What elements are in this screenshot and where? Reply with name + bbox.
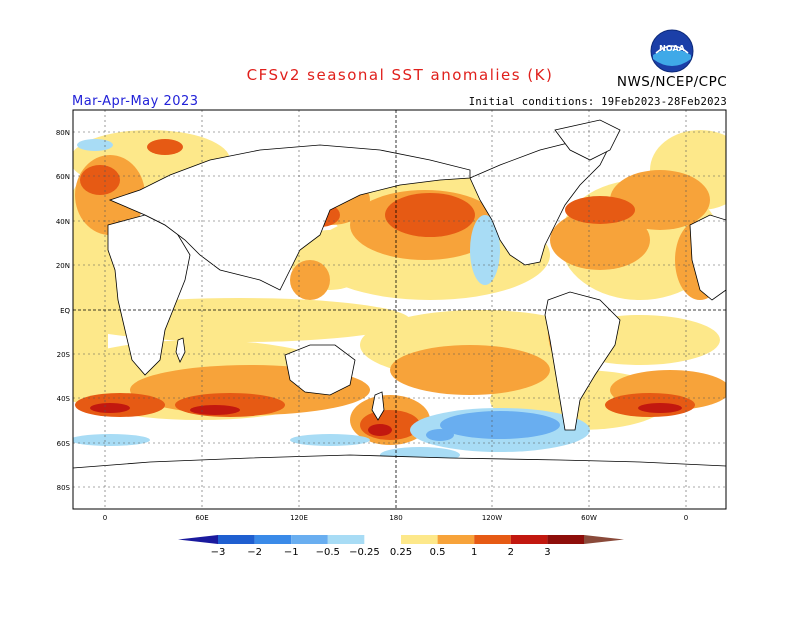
- colorbar-label: −1: [284, 547, 299, 558]
- latitude-labels: 80N 60N 40N 20N EQ 20S 40S 60S 80S: [56, 129, 71, 492]
- colorbar-label: −2: [247, 547, 262, 558]
- colorbar-swatch: [474, 535, 511, 544]
- colorbar-label: −3: [211, 547, 226, 558]
- lat-label: 80S: [57, 484, 71, 492]
- colorbar-label: 2: [508, 547, 514, 558]
- eurasia: [108, 144, 471, 291]
- colorbar-label: 3: [544, 547, 550, 558]
- lon-label: 0: [103, 514, 107, 522]
- madagascar: [175, 337, 186, 363]
- map-frame: [72, 109, 727, 510]
- colorbar-swatch: [547, 535, 584, 544]
- lon-label: 0: [684, 514, 688, 522]
- season-label: Mar-Apr-May 2023: [72, 94, 199, 109]
- colorbar-swatch: [327, 535, 365, 544]
- lon-label: 120W: [482, 514, 502, 522]
- colorbar-arrow-low: [178, 535, 218, 544]
- colorbar-swatch: [254, 535, 292, 544]
- colorbar-swatch: [364, 535, 401, 544]
- lat-label: 40N: [56, 218, 70, 226]
- lat-label: 40S: [57, 395, 71, 403]
- svg-text:NOAA: NOAA: [659, 44, 685, 53]
- colorbar-label: 1: [471, 547, 477, 558]
- colorbar-label: 0.5: [430, 547, 446, 558]
- lat-label: EQ: [60, 307, 70, 315]
- lat-label: 20N: [56, 262, 70, 270]
- lat-label: 60S: [57, 440, 71, 448]
- continents: [73, 119, 726, 509]
- chart-title: CFSv2 seasonal SST anomalies (K): [246, 66, 554, 84]
- colorbar-swatch: [437, 535, 475, 544]
- colorbar-swatch: [401, 535, 438, 544]
- antarctica: [73, 454, 726, 509]
- lat-label: 20S: [57, 351, 71, 359]
- initial-conditions-label: Initial conditions: 19Feb2023-28Feb2023: [468, 96, 727, 108]
- australia: [284, 344, 356, 396]
- lon-label: 60W: [581, 514, 597, 522]
- lon-label: 60E: [195, 514, 208, 522]
- colorbar-label: −0.25: [349, 547, 380, 558]
- africa-west: [107, 214, 191, 376]
- colorbar: −3 −2 −1 −0.5 −0.25 0.25 0.5 1 2 3: [178, 535, 624, 558]
- colorbar-arrow-high: [584, 535, 624, 544]
- org-label: NWS/NCEP/CPC: [616, 74, 728, 90]
- noaa-logo-icon: NOAA: [650, 29, 694, 73]
- lon-label: 120E: [290, 514, 308, 522]
- colorbar-swatch: [291, 535, 328, 544]
- south-america: [544, 291, 621, 431]
- longitude-labels: 0 60E 120E 180 120W 60W 0: [103, 514, 688, 522]
- graticule: [73, 110, 726, 509]
- lat-label: 60N: [56, 173, 70, 181]
- lat-label: 80N: [56, 129, 70, 137]
- colorbar-label: 0.25: [390, 547, 412, 558]
- greenland: [554, 119, 621, 161]
- equator-dateline: [73, 110, 726, 509]
- colorbar-swatch: [218, 535, 255, 544]
- colorbar-swatch: [510, 535, 548, 544]
- new-zealand: [371, 391, 385, 421]
- lon-label: 180: [389, 514, 402, 522]
- colorbar-label: −0.5: [316, 547, 340, 558]
